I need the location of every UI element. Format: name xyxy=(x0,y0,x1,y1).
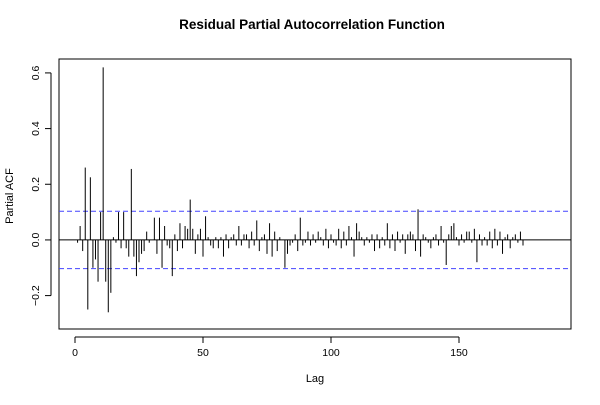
x-tick-label: 0 xyxy=(72,347,78,359)
y-axis: −0.2 0.0 0.2 0.4 0.6 xyxy=(30,65,52,306)
y-tick-label: 0.2 xyxy=(30,177,42,192)
x-tick-label: 50 xyxy=(197,347,209,359)
plot-frame xyxy=(58,58,572,330)
x-tick-label: 100 xyxy=(322,347,340,359)
x-tick-label: 150 xyxy=(450,347,468,359)
x-axis-label: Lag xyxy=(306,373,324,385)
chart-title: Residual Partial Autocorrelation Functio… xyxy=(179,17,445,32)
y-tick-label: 0.0 xyxy=(30,232,42,247)
y-tick-label: 0.6 xyxy=(30,65,42,80)
confidence-bounds xyxy=(59,210,571,270)
y-axis-label: Partial ACF xyxy=(4,168,16,224)
y-tick-label: 0.4 xyxy=(30,121,42,136)
pacf-bars xyxy=(59,67,571,313)
y-tick-label: −0.2 xyxy=(30,285,42,306)
x-axis: 0 50 100 150 xyxy=(72,336,468,359)
